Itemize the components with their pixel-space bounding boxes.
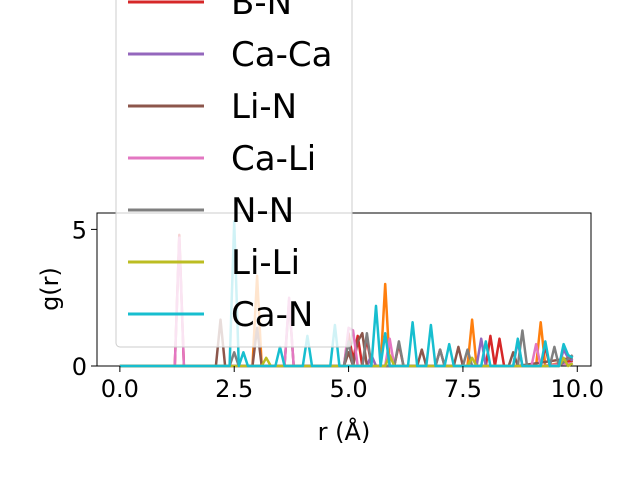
- y-tick-label: 0: [72, 353, 87, 381]
- x-tick-label: 2.5: [215, 375, 253, 403]
- legend-label: N-N: [231, 191, 294, 231]
- x-axis-label: r (Å): [318, 417, 371, 446]
- y-axis-label: g(r): [36, 267, 64, 311]
- y-axis: 05: [72, 216, 97, 381]
- legend-label: B-N: [231, 0, 292, 23]
- x-tick-label: 10.0: [551, 375, 604, 403]
- legend: B-N Ca-Ca Li-N Ca-Li N-N Li-Li Ca-N: [115, 0, 353, 348]
- legend-items: B-N Ca-Ca Li-N Ca-Li N-N Li-Li Ca-N: [128, 0, 332, 335]
- series-line-li-li: [119, 353, 574, 368]
- x-axis: 0.0 2.5 5.0 7.5 10.0: [101, 366, 604, 403]
- legend-label: Ca-Ca: [231, 35, 332, 75]
- legend-frame: [115, 0, 353, 348]
- x-tick-label: 7.5: [444, 375, 482, 403]
- series-line-ca-n: [119, 219, 574, 368]
- y-tick-label: 5: [72, 216, 87, 244]
- x-tick-label: 0.0: [101, 375, 139, 403]
- legend-label: Li-Li: [231, 243, 300, 283]
- legend-label: Ca-N: [231, 295, 313, 335]
- legend-label: Ca-Li: [231, 139, 316, 179]
- x-tick-label: 5.0: [329, 375, 367, 403]
- legend-label: Li-N: [231, 87, 297, 127]
